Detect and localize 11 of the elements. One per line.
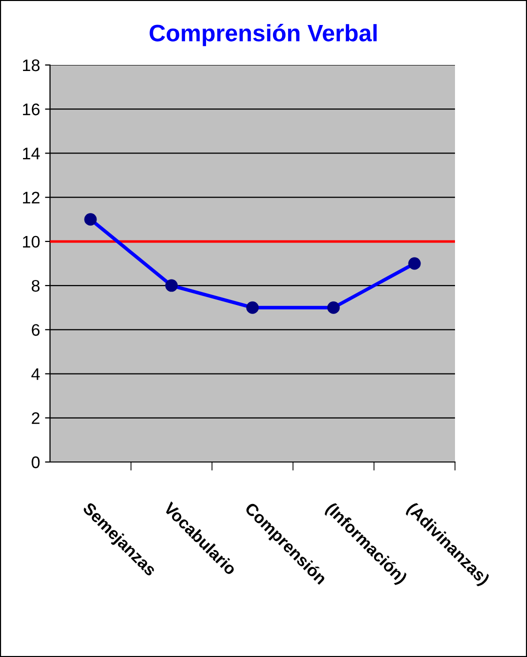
chart-title: Comprensión Verbal: [150, 24, 377, 46]
y-tick-label: 8: [32, 280, 40, 292]
y-tick-label: 6: [32, 324, 40, 336]
y-tick-label: 16: [23, 104, 40, 116]
y-tick-label: 14: [23, 148, 40, 160]
y-tick-label: 2: [32, 412, 40, 424]
y-tick-label: 4: [31, 368, 40, 380]
y-tick-label: 10: [23, 236, 40, 248]
y-tick-label: 18: [23, 59, 40, 72]
y-tick-label: 0: [32, 456, 40, 468]
y-tick-label: 12: [23, 192, 40, 204]
